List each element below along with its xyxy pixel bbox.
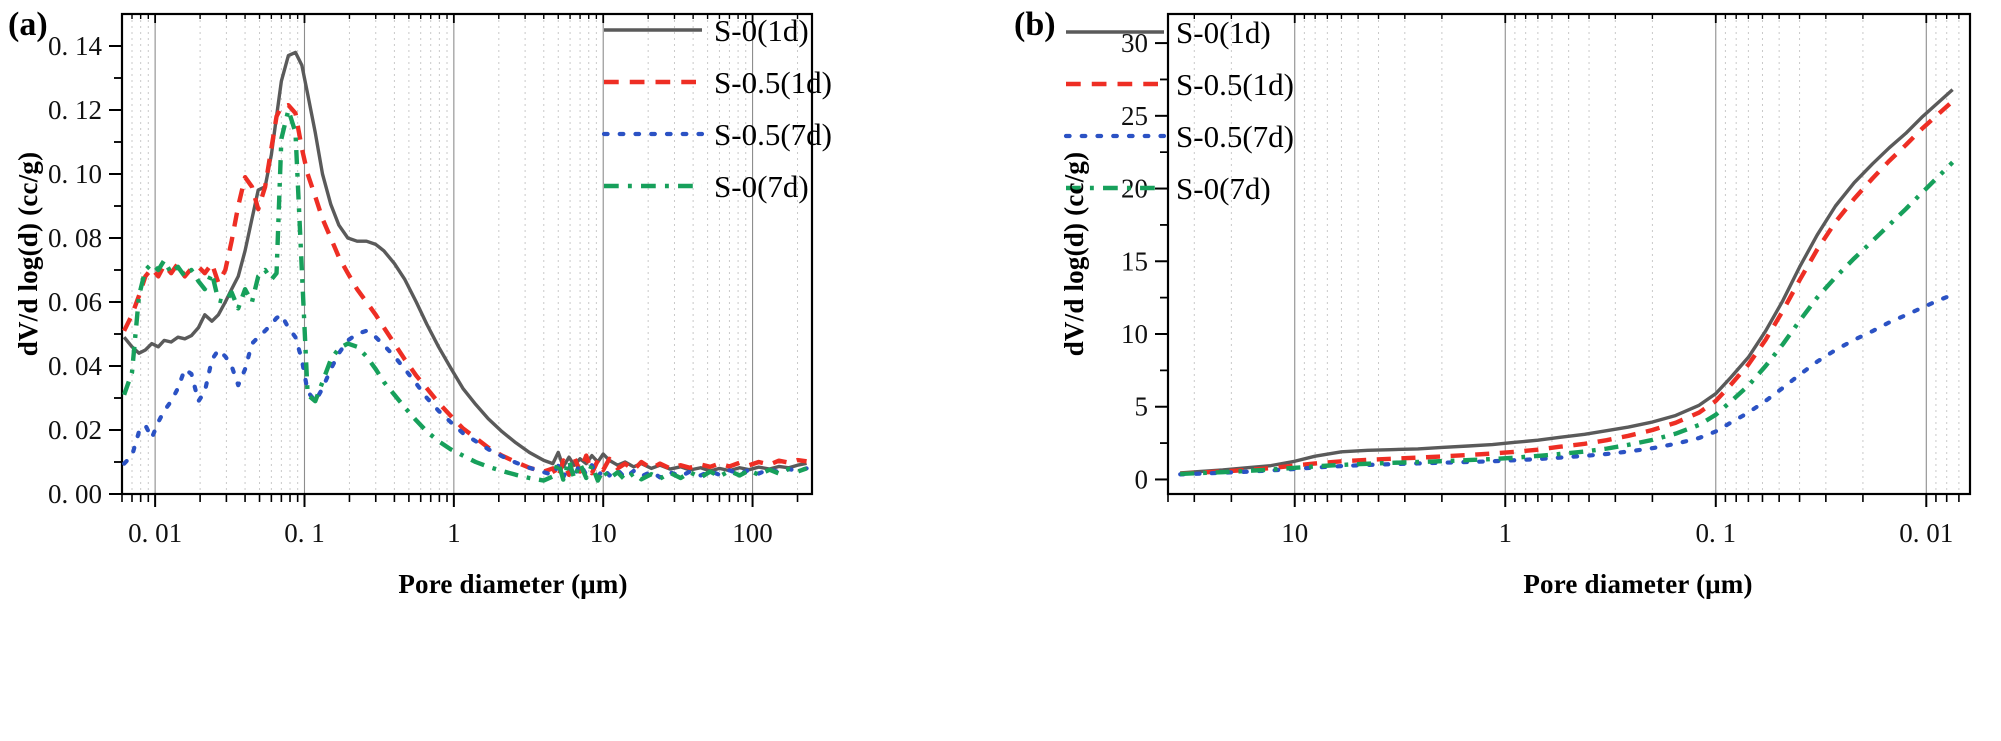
y-tick-label: 5 [1135,392,1149,422]
y-tick-label: 10 [1121,319,1148,349]
panel-b: (b) 10 1 0. 1 0. 01 0 5 10 15 20 25 30 S-0(1d) S-0.5… [1000,0,2001,741]
panel-b-tag: (b) [1014,6,1056,43]
legend-label-2: S-0.5(7d) [1176,119,1294,154]
series-line-3 [122,107,808,483]
y-tick-label: 0. 10 [48,159,102,189]
x-tick-label: 0. 01 [1899,518,1953,548]
x-tick-label: 10 [1281,518,1308,548]
legend-label-2: S-0.5(7d) [714,117,832,152]
y-tick-label: 0. 04 [48,351,103,381]
series-line-1 [1180,99,1955,476]
legend-label-3: S-0(7d) [1176,171,1271,206]
y-tick-label: 0. 08 [48,223,102,253]
x-tick-label: 1 [447,518,461,548]
series-line-0 [1180,88,1954,475]
y-tick-label: 0. 14 [48,31,103,61]
series-line-2 [1178,292,1955,477]
series-line-0 [122,50,807,473]
legend: S-0(1d) S-0.5(1d) S-0.5(7d) S-0(7d) [601,13,832,204]
panel-a-plot: 0. 01 0. 1 1 10 100 0. 00 0. 02 0. 04 0. 06 0. 08… [48,12,832,548]
x-tick-label: 1 [1499,518,1513,548]
x-tick-label: 0. 01 [128,518,182,548]
x-tick-label: 0. 1 [1696,518,1737,548]
panel-a: (a) 0. 01 0. 1 1 10 100 0. 00 0. 02 0. 04 0. 06 0… [0,0,1000,741]
y-tick-label: 15 [1121,246,1148,276]
x-tick-label: 10 [590,518,617,548]
series-line-3 [1180,160,1955,477]
legend-label-1: S-0.5(1d) [1176,67,1294,102]
y-tick-label: 0 [1135,464,1149,494]
y-tick-label: 0. 00 [48,479,102,509]
legend-label-1: S-0.5(1d) [714,65,832,100]
series-line-1 [122,103,807,481]
legend-label-0: S-0(1d) [714,13,809,48]
panel-b-ylabel: dV/d log(d) (cc/g) [1059,151,1089,357]
panel-a-ylabel: dV/d log(d) (cc/g) [13,151,43,357]
panel-b-xlabel: Pore diameter (μm) [1523,569,1753,599]
y-tick-label: 0. 02 [48,415,102,445]
legend-label-0: S-0(1d) [1176,15,1271,50]
y-tick-label: 25 [1121,101,1148,131]
x-tick-label: 0. 1 [284,518,325,548]
y-tick-label: 0. 06 [48,287,102,317]
x-tick-label: 100 [732,518,773,548]
y-tick-label: 0. 12 [48,95,102,125]
legend-label-3: S-0(7d) [714,169,809,204]
panel-a-xlabel: Pore diameter (μm) [398,569,628,599]
legend: S-0(1d) S-0.5(1d) S-0.5(7d) S-0(7d) [1063,15,1294,206]
panel-a-tag: (a) [8,6,48,43]
